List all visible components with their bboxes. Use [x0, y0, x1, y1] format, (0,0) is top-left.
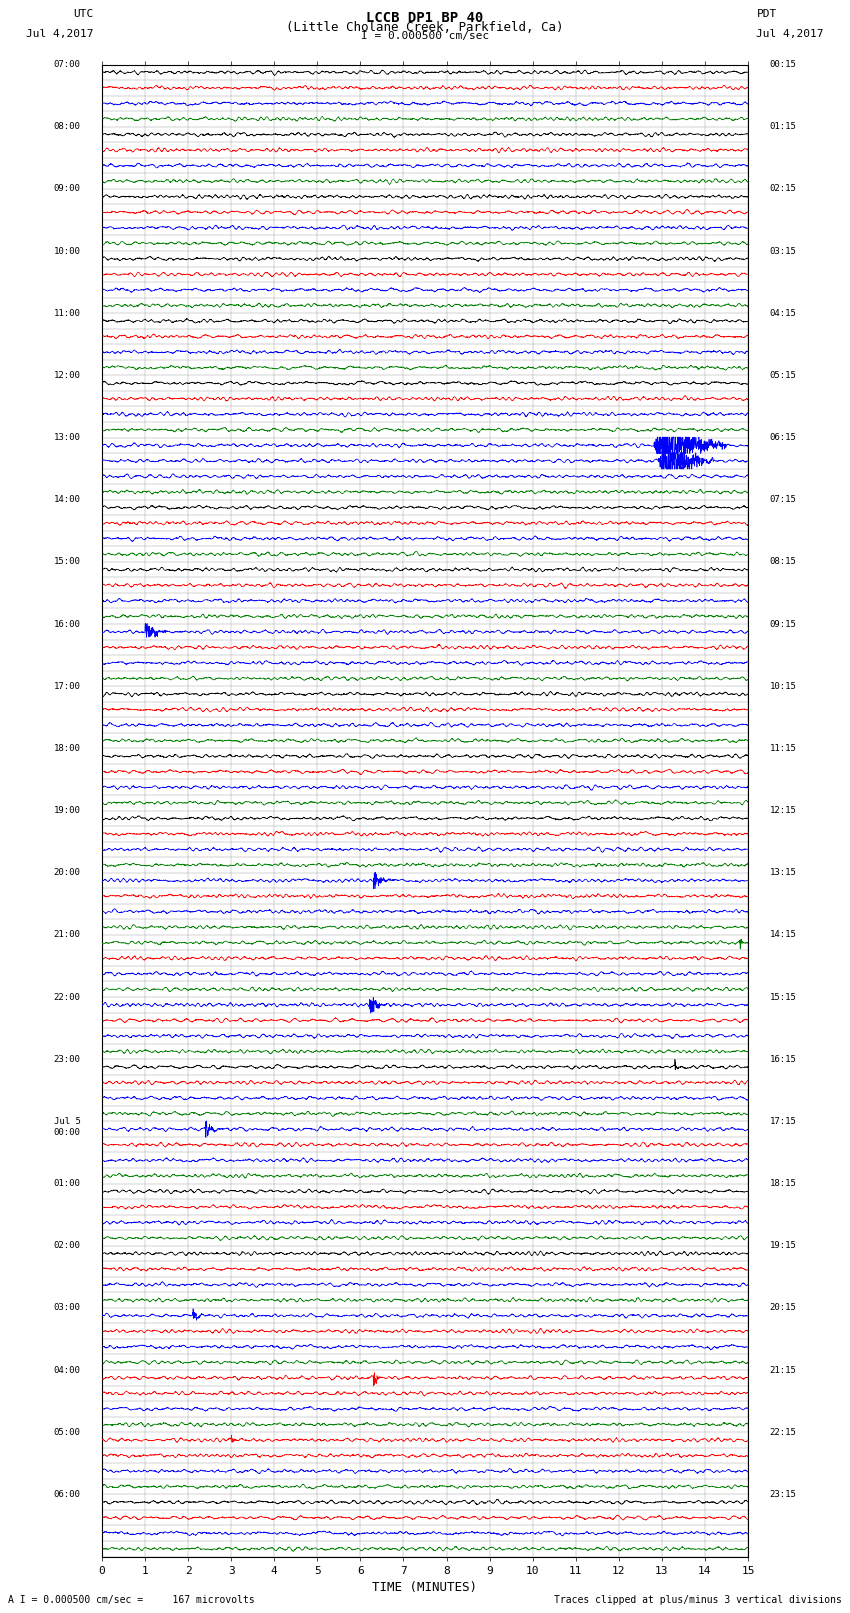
Text: 15:00: 15:00: [54, 558, 81, 566]
Text: 22:00: 22:00: [54, 992, 81, 1002]
Text: 04:00: 04:00: [54, 1366, 81, 1374]
Text: 21:00: 21:00: [54, 931, 81, 939]
Text: 18:15: 18:15: [769, 1179, 796, 1189]
Text: 18:00: 18:00: [54, 744, 81, 753]
Text: PDT: PDT: [756, 10, 777, 19]
Text: I = 0.000500 cm/sec: I = 0.000500 cm/sec: [361, 31, 489, 40]
Text: 11:00: 11:00: [54, 308, 81, 318]
Text: (Little Cholane Creek, Parkfield, Ca): (Little Cholane Creek, Parkfield, Ca): [286, 21, 564, 34]
Text: 14:00: 14:00: [54, 495, 81, 505]
Text: 07:15: 07:15: [769, 495, 796, 505]
Text: 12:00: 12:00: [54, 371, 81, 379]
Text: 05:00: 05:00: [54, 1428, 81, 1437]
Text: 03:15: 03:15: [769, 247, 796, 255]
Text: 09:00: 09:00: [54, 184, 81, 194]
Text: 20:15: 20:15: [769, 1303, 796, 1313]
X-axis label: TIME (MINUTES): TIME (MINUTES): [372, 1581, 478, 1594]
Text: 16:00: 16:00: [54, 619, 81, 629]
Text: 04:15: 04:15: [769, 308, 796, 318]
Text: 21:15: 21:15: [769, 1366, 796, 1374]
Text: 19:15: 19:15: [769, 1242, 796, 1250]
Text: 10:00: 10:00: [54, 247, 81, 255]
Text: 11:15: 11:15: [769, 744, 796, 753]
Text: 13:15: 13:15: [769, 868, 796, 877]
Text: 01:00: 01:00: [54, 1179, 81, 1189]
Text: 01:15: 01:15: [769, 123, 796, 131]
Text: 06:00: 06:00: [54, 1490, 81, 1498]
Text: 17:15: 17:15: [769, 1116, 796, 1126]
Text: 02:00: 02:00: [54, 1242, 81, 1250]
Text: 23:15: 23:15: [769, 1490, 796, 1498]
Text: 17:00: 17:00: [54, 682, 81, 690]
Text: 19:00: 19:00: [54, 806, 81, 815]
Text: 07:00: 07:00: [54, 60, 81, 69]
Text: 13:00: 13:00: [54, 432, 81, 442]
Text: UTC: UTC: [73, 10, 94, 19]
Text: 22:15: 22:15: [769, 1428, 796, 1437]
Text: A I = 0.000500 cm/sec =     167 microvolts: A I = 0.000500 cm/sec = 167 microvolts: [8, 1595, 255, 1605]
Text: 10:15: 10:15: [769, 682, 796, 690]
Text: 02:15: 02:15: [769, 184, 796, 194]
Text: 03:00: 03:00: [54, 1303, 81, 1313]
Text: 20:00: 20:00: [54, 868, 81, 877]
Text: 15:15: 15:15: [769, 992, 796, 1002]
Text: 14:15: 14:15: [769, 931, 796, 939]
Text: 00:00: 00:00: [54, 1127, 81, 1137]
Text: 08:15: 08:15: [769, 558, 796, 566]
Text: Jul 4,2017: Jul 4,2017: [756, 29, 824, 39]
Text: Traces clipped at plus/minus 3 vertical divisions: Traces clipped at plus/minus 3 vertical …: [553, 1595, 842, 1605]
Text: 09:15: 09:15: [769, 619, 796, 629]
Text: Jul 4,2017: Jul 4,2017: [26, 29, 94, 39]
Text: 23:00: 23:00: [54, 1055, 81, 1063]
Text: 12:15: 12:15: [769, 806, 796, 815]
Text: 05:15: 05:15: [769, 371, 796, 379]
Text: LCCB DP1 BP 40: LCCB DP1 BP 40: [366, 11, 484, 26]
Text: Jul 5: Jul 5: [54, 1116, 81, 1126]
Text: 16:15: 16:15: [769, 1055, 796, 1063]
Text: 00:15: 00:15: [769, 60, 796, 69]
Text: 08:00: 08:00: [54, 123, 81, 131]
Text: 06:15: 06:15: [769, 432, 796, 442]
